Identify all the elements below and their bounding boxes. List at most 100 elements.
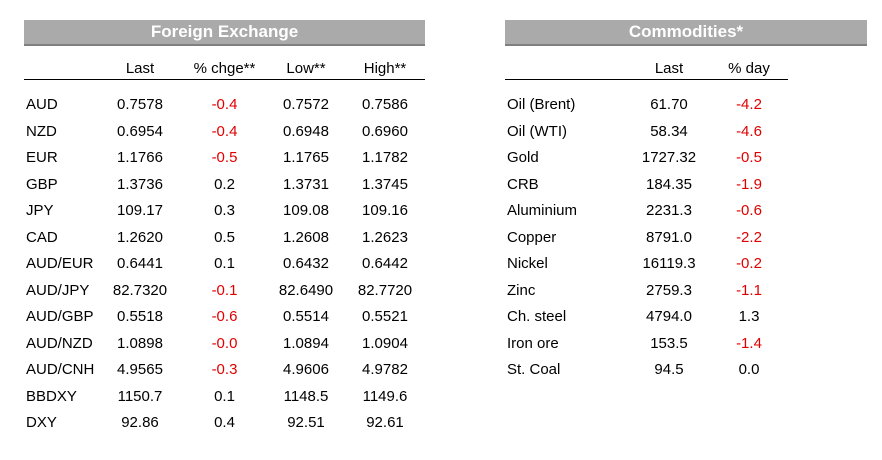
cell-chg: -0.4 [211,96,238,113]
cell-low: 109.08 [283,202,329,219]
row-label: Oil (WTI) [507,122,567,140]
cell-last: 16119.3 [642,255,696,272]
header-low: Low** [286,60,326,77]
row-label: AUD/GBP [26,308,94,325]
cell-day: -4.2 [736,96,762,113]
cell-high: 0.5521 [362,308,408,325]
cell-last: 8791.0 [646,228,692,246]
commodities-header-row: Last % day [505,59,788,80]
cell-low: 0.6432 [283,255,329,272]
cell-last: 4794.0 [646,308,692,325]
row-label: Nickel [507,255,548,272]
row-label: Ch. steel [507,308,567,325]
cell-last: 0.5518 [117,308,163,325]
cell-last: 58.34 [650,122,688,140]
cell-chg: -0.3 [211,361,238,378]
cell-chg: 0.3 [214,202,235,219]
cell-chg: 0.4 [214,414,235,431]
cell-high: 109.16 [362,202,408,219]
cell-day: -1.4 [736,334,762,352]
cell-low: 1.1765 [283,149,329,166]
cell-last: 0.6441 [117,255,163,272]
cell-last: 109.17 [117,202,163,219]
cell-high: 0.7586 [362,96,408,113]
cell-last: 82.7320 [112,281,168,299]
cell-high: 4.9782 [362,361,408,378]
cell-chg: -0.0 [211,334,238,352]
row-label: Iron ore [507,334,559,352]
cell-high: 1.0904 [362,334,408,352]
fx-header-row: Last % chge** Low** High** [24,59,425,80]
cell-high: 1.2623 [362,228,408,246]
cell-chg: 0.5 [214,228,235,246]
cell-day: -2.2 [736,228,762,246]
cell-last: 1150.7 [117,387,163,405]
fx-panel: Foreign Exchange [24,20,425,46]
row-label: Copper [507,228,557,246]
row-label: NZD [26,122,57,140]
row-label: BBDXY [26,387,77,405]
cell-high: 0.6960 [362,122,408,140]
cell-last: 1.1766 [117,149,163,166]
cell-last: 1.2620 [117,228,163,246]
cell-day: -0.5 [736,149,762,166]
cell-high: 1149.6 [362,387,408,405]
cell-last: 61.70 [650,96,688,113]
row-label: EUR [26,149,58,166]
cell-last: 92.86 [121,414,159,431]
row-label: CAD [26,228,58,246]
header-last: Last [654,60,684,77]
row-label: Oil (Brent) [507,96,576,113]
cell-high: 0.6442 [362,255,408,272]
row-label: AUD/EUR [26,255,94,272]
cell-chg: 0.2 [214,175,235,193]
fx-title: Foreign Exchange [24,20,425,46]
row-label: AUD/JPY [26,281,90,299]
cell-low: 1148.5 [283,387,329,405]
header-chg: % chge** [193,60,256,77]
cell-last: 2759.3 [646,281,692,299]
cell-chg: -0.1 [211,281,238,299]
row-label: Aluminium [507,202,578,219]
cell-last: 153.5 [650,334,688,352]
cell-high: 1.3745 [362,175,408,193]
cell-low: 1.2608 [283,228,329,246]
cell-low: 82.6490 [278,281,334,299]
cell-day: 0.0 [738,361,760,378]
cell-low: 1.3731 [283,175,329,193]
cell-chg: 0.1 [214,255,235,272]
row-label: AUD/NZD [26,334,93,352]
row-label: AUD/CNH [26,361,95,378]
commodities-title: Commodities* [505,20,867,46]
cell-day: -0.6 [736,202,762,219]
cell-last: 94.5 [654,361,684,378]
header-last: Last [125,60,155,77]
cell-chg: -0.5 [211,149,238,166]
row-label: Gold [507,149,539,166]
cell-high: 1.1782 [362,149,408,166]
row-label: DXY [26,414,57,431]
cell-chg: 0.1 [214,387,235,405]
cell-low: 4.9606 [283,361,329,378]
header-high: High** [363,60,407,77]
cell-day: -1.9 [736,175,762,193]
cell-high: 82.7720 [357,281,413,299]
row-label: St. Coal [507,361,561,378]
cell-chg: -0.6 [211,308,238,325]
cell-low: 1.0894 [283,334,329,352]
cell-last: 4.9565 [117,361,163,378]
cell-day: -1.1 [736,281,762,299]
row-label: Zinc [507,281,536,299]
cell-last: 2231.3 [646,202,692,219]
row-label: AUD [26,96,58,113]
cell-low: 0.7572 [283,96,329,113]
cell-last: 1.0898 [117,334,163,352]
row-label: GBP [26,175,58,193]
commodities-panel: Commodities* [505,20,867,46]
cell-last: 0.6954 [117,122,163,140]
cell-chg: -0.4 [211,122,238,140]
row-label: JPY [26,202,54,219]
cell-high: 92.61 [366,414,404,431]
cell-day: -0.2 [736,255,762,272]
header-day: % day [728,60,770,77]
